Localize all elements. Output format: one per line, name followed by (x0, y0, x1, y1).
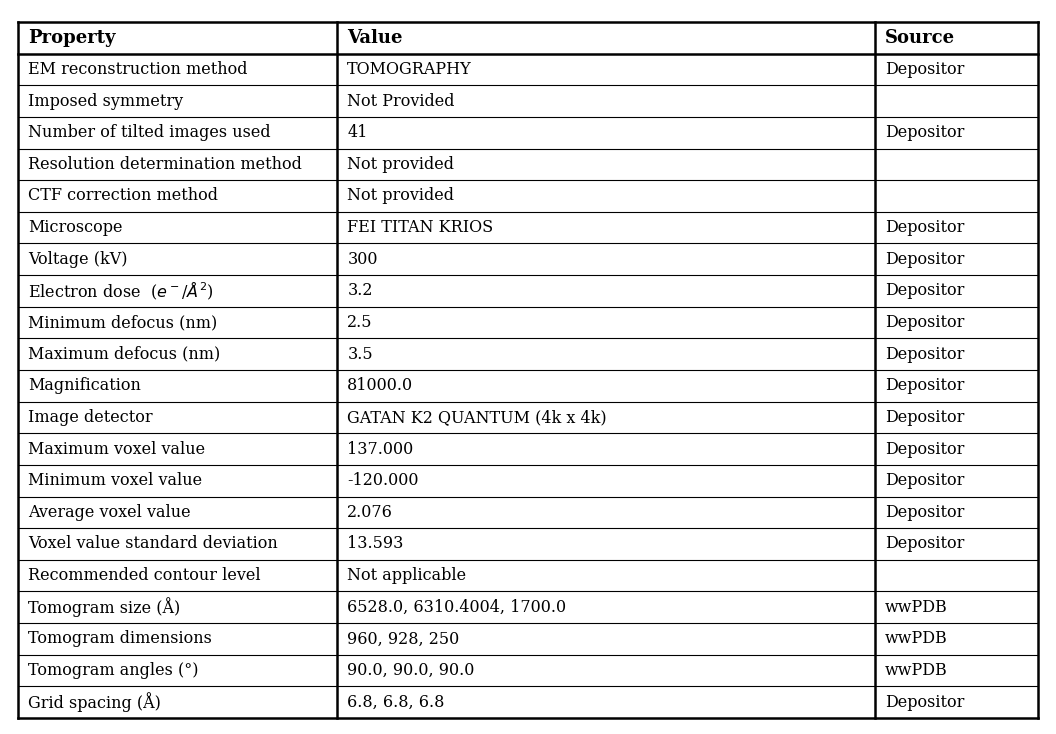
Text: Number of tilted images used: Number of tilted images used (29, 124, 270, 141)
Text: wwPDB: wwPDB (885, 662, 947, 679)
Text: Maximum defocus (nm): Maximum defocus (nm) (29, 346, 221, 363)
Text: Electron dose  ($e^-$/$\AA^2$): Electron dose ($e^-$/$\AA^2$) (29, 280, 213, 302)
Text: Depositor: Depositor (885, 346, 964, 363)
Text: Tomogram size (Å): Tomogram size (Å) (29, 597, 181, 617)
Text: 960, 928, 250: 960, 928, 250 (347, 631, 459, 647)
Text: Depositor: Depositor (885, 409, 964, 426)
Text: 81000.0: 81000.0 (347, 377, 413, 394)
Text: 3.2: 3.2 (347, 283, 373, 299)
Text: wwPDB: wwPDB (885, 631, 947, 647)
Text: Image detector: Image detector (29, 409, 153, 426)
Text: CTF correction method: CTF correction method (29, 187, 218, 205)
Text: Property: Property (29, 29, 115, 47)
Text: Not provided: Not provided (347, 187, 454, 205)
Text: 13.593: 13.593 (347, 536, 403, 553)
Text: Recommended contour level: Recommended contour level (29, 567, 261, 584)
Text: 2.5: 2.5 (347, 314, 373, 331)
Text: Resolution determination method: Resolution determination method (29, 156, 302, 173)
Text: Minimum defocus (nm): Minimum defocus (nm) (29, 314, 218, 331)
Text: Not applicable: Not applicable (347, 567, 467, 584)
Text: Voxel value standard deviation: Voxel value standard deviation (29, 536, 278, 553)
Text: Maximum voxel value: Maximum voxel value (29, 440, 205, 457)
Text: wwPDB: wwPDB (885, 599, 947, 616)
Text: Imposed symmetry: Imposed symmetry (29, 92, 183, 109)
Text: Depositor: Depositor (885, 377, 964, 394)
Text: Not Provided: Not Provided (347, 92, 455, 109)
Text: Average voxel value: Average voxel value (29, 504, 191, 521)
Text: 300: 300 (347, 251, 378, 268)
Text: Source: Source (885, 29, 955, 47)
Text: Depositor: Depositor (885, 440, 964, 457)
Text: Depositor: Depositor (885, 219, 964, 236)
Text: -120.000: -120.000 (347, 472, 419, 490)
Text: 137.000: 137.000 (347, 440, 414, 457)
Text: 2.076: 2.076 (347, 504, 393, 521)
Text: EM reconstruction method: EM reconstruction method (29, 61, 247, 78)
Text: 90.0, 90.0, 90.0: 90.0, 90.0, 90.0 (347, 662, 474, 679)
Text: Tomogram dimensions: Tomogram dimensions (29, 631, 212, 647)
Text: Value: Value (347, 29, 402, 47)
Text: Microscope: Microscope (29, 219, 122, 236)
Text: 3.5: 3.5 (347, 346, 373, 363)
Text: Depositor: Depositor (885, 283, 964, 299)
Text: Depositor: Depositor (885, 124, 964, 141)
Text: Depositor: Depositor (885, 504, 964, 521)
Text: Minimum voxel value: Minimum voxel value (29, 472, 202, 490)
Text: 41: 41 (347, 124, 367, 141)
Text: Depositor: Depositor (885, 472, 964, 490)
Text: Voltage (kV): Voltage (kV) (29, 251, 128, 268)
Text: Depositor: Depositor (885, 61, 964, 78)
Text: GATAN K2 QUANTUM (4k x 4k): GATAN K2 QUANTUM (4k x 4k) (347, 409, 607, 426)
Text: Depositor: Depositor (885, 314, 964, 331)
Text: Grid spacing (Å): Grid spacing (Å) (29, 692, 161, 712)
Text: Not provided: Not provided (347, 156, 454, 173)
Text: TOMOGRAPHY: TOMOGRAPHY (347, 61, 472, 78)
Text: Depositor: Depositor (885, 251, 964, 268)
Text: Depositor: Depositor (885, 694, 964, 711)
Text: Magnification: Magnification (29, 377, 140, 394)
Text: Tomogram angles (°): Tomogram angles (°) (29, 662, 199, 679)
Text: 6.8, 6.8, 6.8: 6.8, 6.8, 6.8 (347, 694, 445, 711)
Text: FEI TITAN KRIOS: FEI TITAN KRIOS (347, 219, 493, 236)
Text: 6528.0, 6310.4004, 1700.0: 6528.0, 6310.4004, 1700.0 (347, 599, 566, 616)
Text: Depositor: Depositor (885, 536, 964, 553)
